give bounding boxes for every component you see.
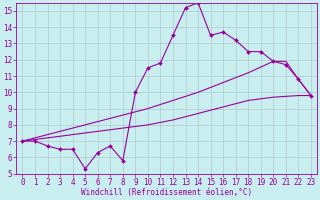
X-axis label: Windchill (Refroidissement éolien,°C): Windchill (Refroidissement éolien,°C) (81, 188, 252, 197)
